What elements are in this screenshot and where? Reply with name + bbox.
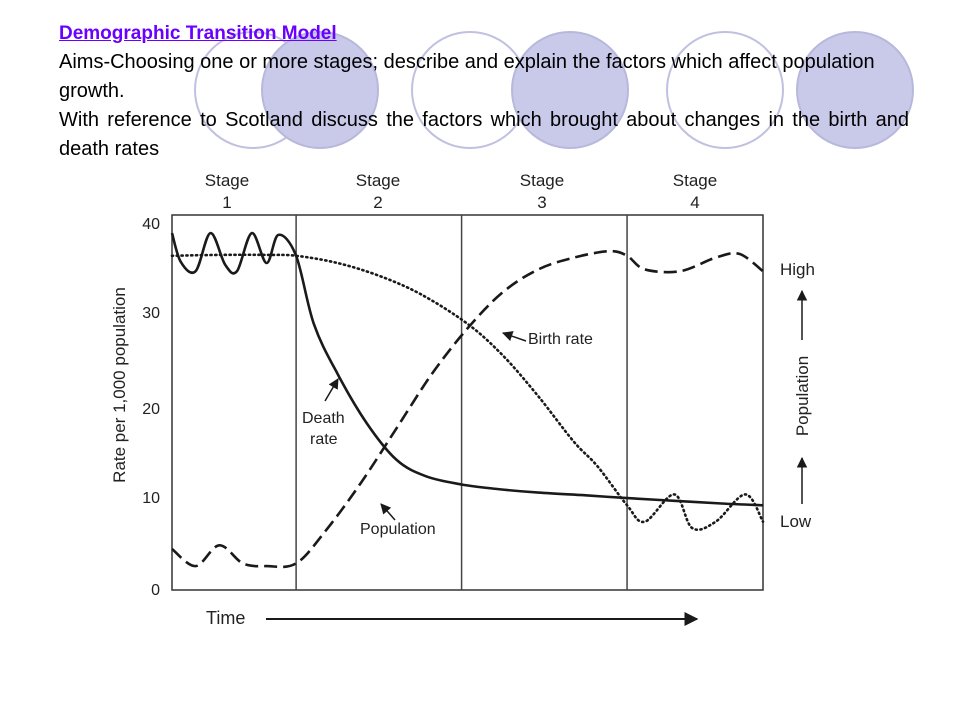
y-tick-label: 0 (151, 582, 160, 599)
stage-1-label: Stage (205, 171, 249, 190)
population-annotation: Population (360, 521, 436, 538)
y-tick-label: 10 (142, 490, 160, 507)
plot-border (171, 214, 764, 591)
birth-rate-annotation-arrow (502, 331, 527, 342)
right-axis-low-label: Low (780, 512, 812, 531)
y-tick-label: 40 (142, 216, 160, 233)
slide-title-link[interactable]: Demographic Transition Model (59, 23, 337, 44)
right-axis-high-label: High (780, 260, 815, 279)
y-tick-label: 20 (142, 401, 160, 418)
deco-circle (261, 31, 379, 149)
birth-rate-annotation: Birth rate (528, 331, 593, 348)
stage-2-number: 2 (373, 193, 382, 212)
scotland-paragraph: With reference to Scotland discuss the f… (59, 109, 909, 160)
series-birth-rate (170, 253, 765, 532)
stage-3-label: Stage (520, 171, 564, 190)
chart-series (170, 231, 765, 569)
right-axis-title: Population (793, 356, 812, 436)
aims-paragraph: Aims-Choosing one or more stages; descri… (59, 51, 875, 102)
stage-1-number: 1 (222, 193, 231, 212)
stage-2-label: Stage (356, 171, 400, 190)
deco-circle (666, 31, 784, 149)
stage-4-label: Stage (673, 171, 717, 190)
population-annotation-arrow (380, 503, 396, 521)
chart-frame (171, 214, 764, 591)
y-axis-title: Rate per 1,000 population (110, 287, 129, 483)
death-rate-annotation-arrow (324, 378, 339, 402)
stage-3-number: 3 (537, 193, 546, 212)
deco-circle (511, 31, 629, 149)
series-death-rate (170, 231, 764, 507)
series-population (171, 249, 764, 569)
death-rate-annotation-line1: Death (302, 410, 345, 427)
y-tick-label: 30 (142, 305, 160, 322)
deco-circle (796, 31, 914, 149)
stage-4-number: 4 (690, 193, 699, 212)
slide-text: Demographic Transition Model Aims-Choosi… (59, 19, 909, 164)
x-axis-title: Time (206, 608, 245, 628)
death-rate-annotation-line2: rate (310, 431, 338, 448)
